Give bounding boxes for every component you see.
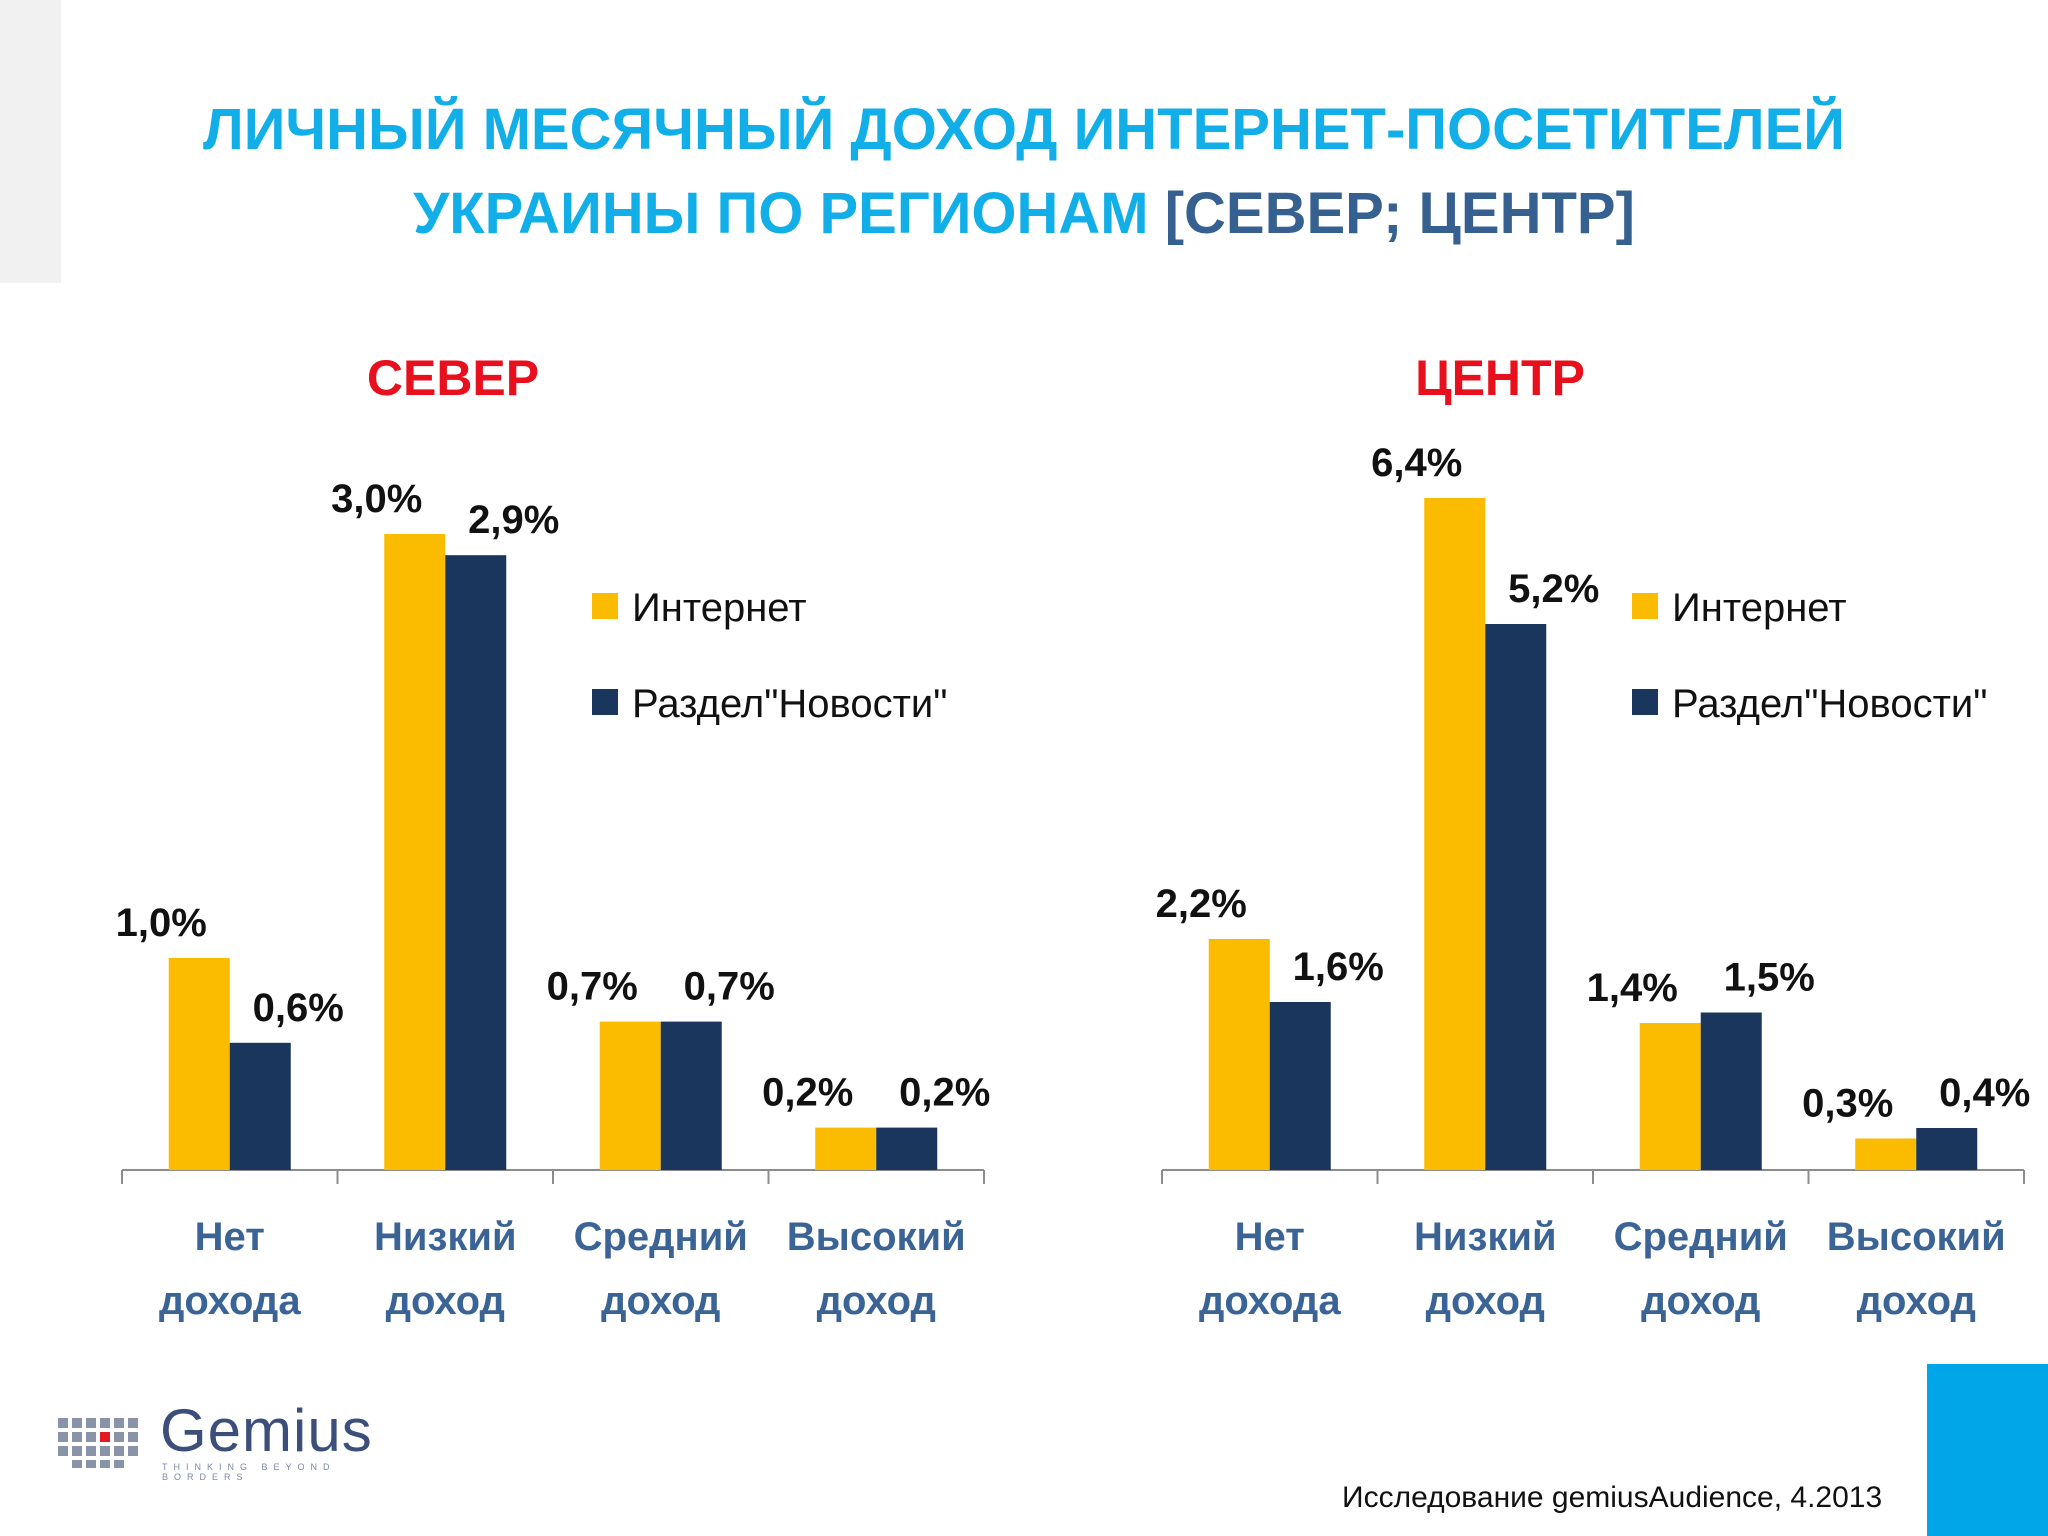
center-value-label: 1,6%: [1293, 945, 1384, 989]
north-legend-label: Интернет: [632, 586, 807, 630]
center-bar-internet: [1424, 498, 1486, 1170]
center-value-label: 6,4%: [1371, 441, 1462, 485]
center-legend-label: Раздел"Новости": [1672, 682, 1987, 726]
center-legend-label: Интернет: [1672, 586, 1847, 630]
north-bar-news: [229, 1042, 291, 1170]
north-category-label: дохода: [159, 1279, 301, 1323]
center-bar-internet: [1208, 939, 1270, 1170]
title-line-1: ЛИЧНЫЙ МЕСЯЧНЫЙ ДОХОД ИНТЕРНЕТ-ПОСЕТИТЕЛ…: [203, 97, 1845, 162]
center-value-label: 1,4%: [1587, 966, 1678, 1010]
center-value-label: 5,2%: [1508, 567, 1599, 611]
north-category-label: доход: [386, 1279, 505, 1323]
north-category-label: Низкий: [374, 1215, 517, 1259]
center-category-label: Нет: [1235, 1215, 1305, 1259]
gemius-logo-text: Gemius: [160, 1397, 373, 1464]
north-bar-internet: [384, 534, 446, 1170]
gemius-logo-tagline: THINKING BEYOND BORDERS: [162, 1462, 336, 1482]
footer-source: Исследование gemiusAudience, 4.2013: [1342, 1481, 1883, 1514]
gemius-logo-icon: [58, 1418, 138, 1468]
center-category-label: Низкий: [1414, 1215, 1557, 1259]
corner-accent-block: [1927, 1364, 2048, 1536]
north-chart-title: СЕВЕР: [367, 350, 539, 406]
north-bar-internet: [815, 1127, 877, 1170]
north-legend-swatch: [592, 689, 618, 715]
center-category-label: доход: [1641, 1279, 1760, 1323]
center-value-label: 2,2%: [1156, 882, 1247, 926]
north-category-label: Высокий: [787, 1215, 966, 1259]
north-value-label: 3,0%: [331, 477, 422, 521]
center-value-label: 0,4%: [1939, 1071, 2030, 1115]
center-category-label: доход: [1857, 1279, 1976, 1323]
north-category-label: доход: [817, 1279, 936, 1323]
north-bar-news: [660, 1021, 722, 1170]
north-bar-internet: [168, 958, 230, 1170]
center-value-label: 1,5%: [1724, 956, 1815, 1000]
center-bar-news: [1916, 1128, 1978, 1170]
north-category-label: Средний: [574, 1215, 748, 1259]
center-bar-news: [1700, 1012, 1762, 1170]
center-chart-title: ЦЕНТР: [1415, 350, 1585, 406]
corner-decoration: [0, 0, 61, 283]
slide-title: ЛИЧНЫЙ МЕСЯЧНЫЙ ДОХОД ИНТЕРНЕТ-ПОСЕТИТЕЛ…: [0, 88, 2048, 256]
north-value-label: 0,2%: [762, 1071, 853, 1115]
center-category-label: Высокий: [1827, 1215, 2006, 1259]
north-bar-internet: [599, 1021, 661, 1170]
title-line-2-accent: [СЕВЕР; ЦЕНТР]: [1164, 181, 1635, 246]
center-category-label: доход: [1426, 1279, 1545, 1323]
north-bar-news: [876, 1127, 938, 1170]
title-line-2: УКРАИНЫ ПО РЕГИОНАМ [СЕВЕР; ЦЕНТР]: [0, 172, 2048, 256]
north-value-label: 0,2%: [899, 1071, 990, 1115]
title-line-2-main: УКРАИНЫ ПО РЕГИОНАМ: [413, 181, 1165, 246]
center-value-label: 0,3%: [1802, 1082, 1893, 1126]
center-legend-swatch: [1632, 689, 1658, 715]
north-value-label: 2,9%: [468, 498, 559, 542]
north-bar-news: [445, 555, 507, 1170]
north-value-label: 0,7%: [684, 965, 775, 1009]
gemius-logo: Gemius THINKING BEYOND BORDERS: [56, 1397, 396, 1482]
north-value-label: 1,0%: [116, 901, 207, 945]
north-category-label: доход: [601, 1279, 720, 1323]
center-bar-internet: [1639, 1023, 1701, 1170]
north-category-label: Нет: [195, 1215, 265, 1259]
center-bar-news: [1269, 1002, 1331, 1170]
center-bar-internet: [1855, 1138, 1917, 1170]
north-value-label: 0,7%: [547, 965, 638, 1009]
center-category-label: дохода: [1199, 1279, 1341, 1323]
center-bar-news: [1485, 624, 1547, 1170]
center-legend-swatch: [1632, 593, 1658, 619]
north-legend-label: Раздел"Новости": [632, 682, 947, 726]
north-legend-swatch: [592, 593, 618, 619]
center-category-label: Средний: [1614, 1215, 1788, 1259]
north-value-label: 0,6%: [253, 986, 344, 1030]
